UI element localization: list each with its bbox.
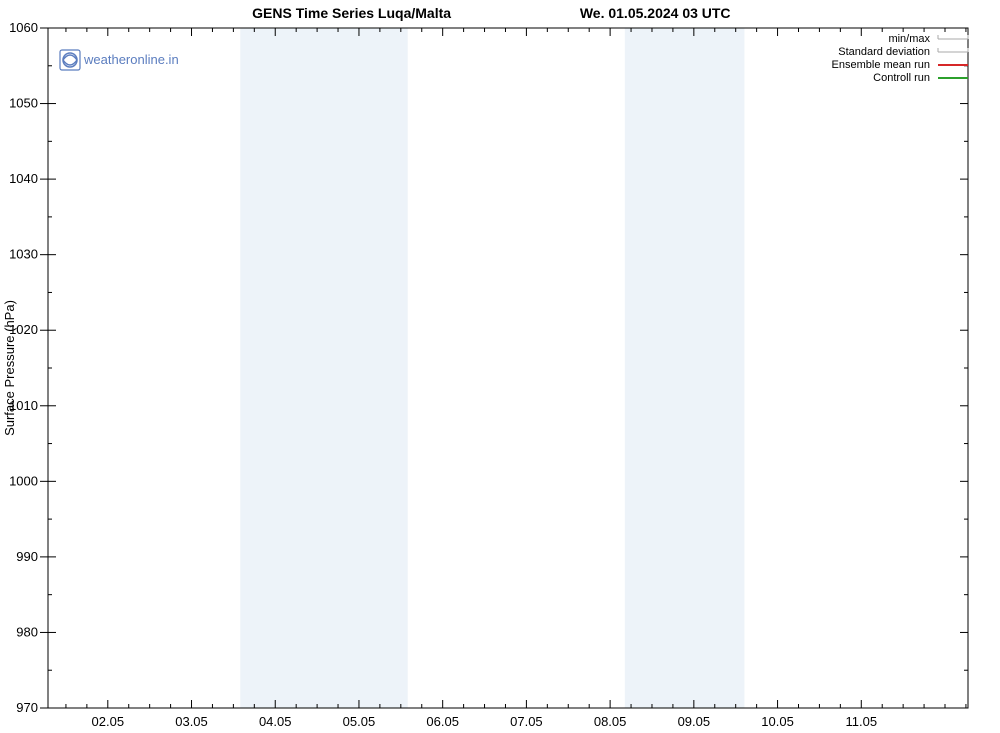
x-tick-label: 03.05 <box>175 714 208 729</box>
x-tick-label: 07.05 <box>510 714 543 729</box>
chart-svg: 9709809901000101010201030104010501060Sur… <box>0 0 1000 733</box>
legend-label: Standard deviation <box>838 46 930 58</box>
chart-title-left: GENS Time Series Luqa/Malta <box>252 5 451 21</box>
chart-container: 9709809901000101010201030104010501060Sur… <box>0 0 1000 733</box>
shaded-band <box>324 28 408 708</box>
y-tick-label: 970 <box>16 700 38 715</box>
y-tick-label: 990 <box>16 549 38 564</box>
legend-label: Controll run <box>873 72 930 84</box>
shaded-band <box>240 28 324 708</box>
legend-label: min/max <box>888 33 930 45</box>
y-tick-label: 1060 <box>9 20 38 35</box>
y-tick-label: 1000 <box>9 473 38 488</box>
x-tick-label: 11.05 <box>845 714 877 729</box>
y-tick-label: 1050 <box>9 96 38 111</box>
watermark-text: weatheronline.in <box>83 52 179 67</box>
x-tick-label: 02.05 <box>92 714 125 729</box>
x-tick-label: 10.05 <box>761 714 794 729</box>
x-tick-label: 06.05 <box>426 714 459 729</box>
legend-label: Ensemble mean run <box>832 59 930 71</box>
y-tick-label: 1030 <box>9 247 38 262</box>
shaded-band <box>625 28 745 708</box>
x-tick-label: 08.05 <box>594 714 627 729</box>
x-tick-label: 05.05 <box>343 714 376 729</box>
y-axis-label: Surface Pressure (hPa) <box>2 300 17 436</box>
chart-title-right: We. 01.05.2024 03 UTC <box>580 5 731 21</box>
y-tick-label: 1040 <box>9 171 38 186</box>
x-tick-label: 09.05 <box>678 714 711 729</box>
x-tick-label: 04.05 <box>259 714 292 729</box>
y-tick-label: 980 <box>16 624 38 639</box>
